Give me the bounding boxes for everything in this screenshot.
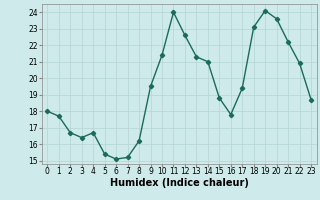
X-axis label: Humidex (Indice chaleur): Humidex (Indice chaleur) [110, 178, 249, 188]
